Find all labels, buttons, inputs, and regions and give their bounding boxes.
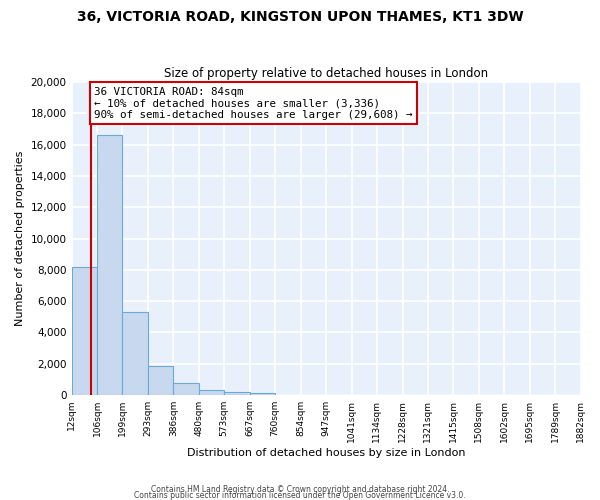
Bar <box>224 392 250 395</box>
X-axis label: Distribution of detached houses by size in London: Distribution of detached houses by size … <box>187 448 465 458</box>
Bar <box>97 135 122 395</box>
Bar <box>250 394 275 395</box>
Text: Contains public sector information licensed under the Open Government Licence v3: Contains public sector information licen… <box>134 490 466 500</box>
Bar <box>71 266 97 395</box>
Bar <box>199 390 224 395</box>
Bar <box>173 383 199 395</box>
Bar <box>122 312 148 395</box>
Title: Size of property relative to detached houses in London: Size of property relative to detached ho… <box>164 66 488 80</box>
Text: Contains HM Land Registry data © Crown copyright and database right 2024.: Contains HM Land Registry data © Crown c… <box>151 484 449 494</box>
Text: 36 VICTORIA ROAD: 84sqm
← 10% of detached houses are smaller (3,336)
90% of semi: 36 VICTORIA ROAD: 84sqm ← 10% of detache… <box>94 86 413 120</box>
Y-axis label: Number of detached properties: Number of detached properties <box>15 151 25 326</box>
Text: 36, VICTORIA ROAD, KINGSTON UPON THAMES, KT1 3DW: 36, VICTORIA ROAD, KINGSTON UPON THAMES,… <box>77 10 523 24</box>
Bar <box>148 366 173 395</box>
